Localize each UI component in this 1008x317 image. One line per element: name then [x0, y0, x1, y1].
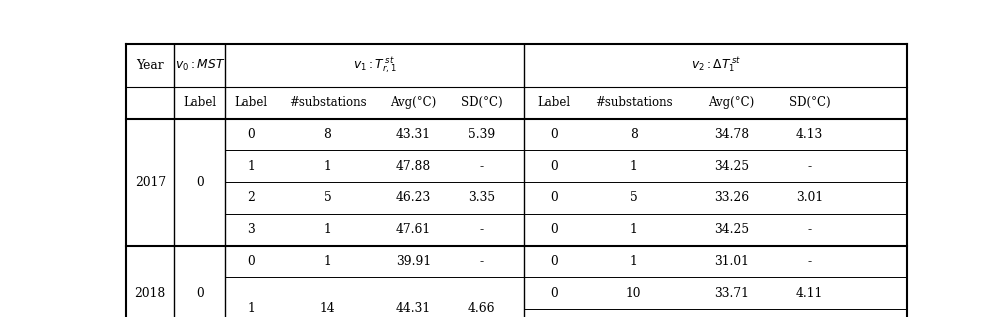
Text: 0: 0 [550, 191, 558, 204]
Text: 0: 0 [550, 223, 558, 236]
Text: -: - [480, 223, 484, 236]
Text: 14: 14 [320, 302, 336, 315]
Text: 0: 0 [550, 287, 558, 300]
Text: #substations: #substations [595, 96, 672, 109]
Text: 33.71: 33.71 [714, 287, 749, 300]
Text: 34.25: 34.25 [714, 223, 749, 236]
Text: 0: 0 [550, 255, 558, 268]
Text: 1: 1 [324, 160, 332, 173]
Text: 1: 1 [247, 160, 255, 173]
Text: -: - [807, 160, 811, 173]
Text: Label: Label [235, 96, 267, 109]
Text: #substations: #substations [288, 96, 366, 109]
Text: 47.88: 47.88 [396, 160, 431, 173]
Text: Label: Label [537, 96, 571, 109]
Text: SD(°C): SD(°C) [461, 96, 502, 109]
Text: $v_0 : \mathit{MST}$: $v_0 : \mathit{MST}$ [174, 58, 225, 73]
Text: Avg(°C): Avg(°C) [390, 96, 436, 109]
Text: Label: Label [183, 96, 217, 109]
Text: 4.13: 4.13 [796, 128, 824, 141]
Text: 1: 1 [324, 223, 332, 236]
Text: 3.35: 3.35 [468, 191, 495, 204]
Text: 0: 0 [196, 287, 204, 300]
Text: 43.31: 43.31 [396, 128, 431, 141]
Text: 0: 0 [550, 128, 558, 141]
Text: 0: 0 [550, 160, 558, 173]
Text: 1: 1 [247, 302, 255, 315]
Text: SD(°C): SD(°C) [788, 96, 831, 109]
Text: 2018: 2018 [135, 287, 166, 300]
Text: Avg(°C): Avg(°C) [709, 96, 755, 109]
Text: 31.01: 31.01 [714, 255, 749, 268]
Text: 4.11: 4.11 [796, 287, 824, 300]
Text: 5.39: 5.39 [468, 128, 495, 141]
Text: 34.25: 34.25 [714, 160, 749, 173]
Text: 4.66: 4.66 [468, 302, 495, 315]
Text: 10: 10 [626, 287, 641, 300]
Text: 0: 0 [196, 176, 204, 189]
Text: 39.91: 39.91 [396, 255, 431, 268]
Text: -: - [807, 223, 811, 236]
Text: 3: 3 [247, 223, 255, 236]
Text: 3.01: 3.01 [796, 191, 824, 204]
Text: 1: 1 [630, 255, 638, 268]
Text: 33.26: 33.26 [714, 191, 749, 204]
Text: 0: 0 [247, 128, 255, 141]
Text: 1: 1 [324, 255, 332, 268]
Text: 5: 5 [630, 191, 638, 204]
Text: 2: 2 [247, 191, 255, 204]
Text: 34.78: 34.78 [714, 128, 749, 141]
Text: 47.61: 47.61 [396, 223, 431, 236]
Text: 5: 5 [324, 191, 332, 204]
Text: 1: 1 [630, 223, 638, 236]
Text: 0: 0 [247, 255, 255, 268]
Text: 8: 8 [630, 128, 638, 141]
Text: 44.31: 44.31 [396, 302, 431, 315]
Text: 8: 8 [324, 128, 332, 141]
Text: 1: 1 [630, 160, 638, 173]
Text: 46.23: 46.23 [396, 191, 431, 204]
Text: -: - [807, 255, 811, 268]
Text: Year: Year [136, 59, 164, 72]
Text: -: - [480, 160, 484, 173]
Text: -: - [480, 255, 484, 268]
Text: $v_2 : \Delta T_1^{\,st}$: $v_2 : \Delta T_1^{\,st}$ [690, 56, 741, 75]
Text: 2017: 2017 [135, 176, 165, 189]
Text: $v_1 : T_{r,1}^{\,st}$: $v_1 : T_{r,1}^{\,st}$ [353, 55, 397, 76]
